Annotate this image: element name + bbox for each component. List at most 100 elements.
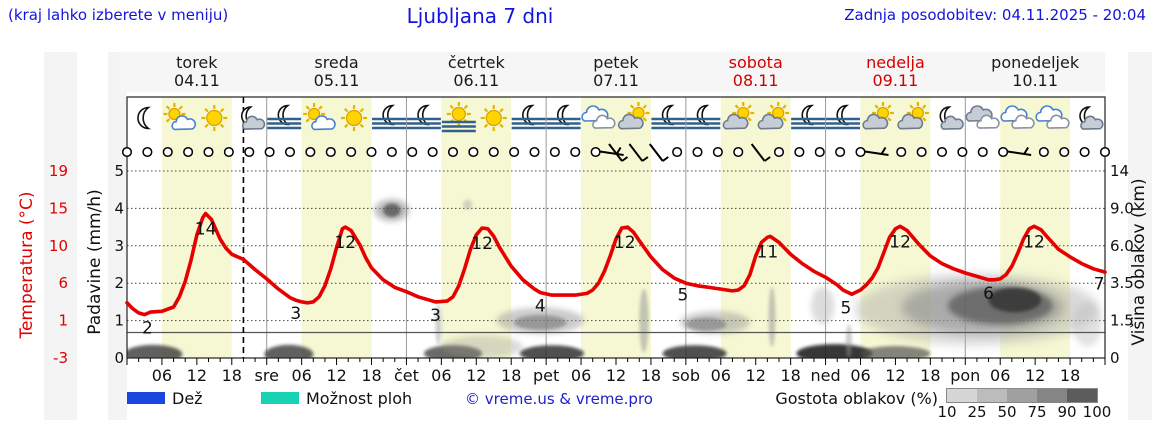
wind-calm — [916, 146, 927, 158]
wind-calm — [896, 146, 907, 158]
wind-calm — [1038, 146, 1049, 158]
svg-text:06: 06 — [152, 366, 172, 385]
copyright-link[interactable]: © vreme.us & vreme.pro — [465, 390, 653, 408]
density-swatch — [1067, 389, 1097, 402]
wind-calm — [1059, 146, 1070, 158]
day-date: 04.11 — [173, 71, 220, 90]
sun-fog-icon — [441, 102, 476, 133]
wind-calm — [264, 146, 275, 158]
density-tick-label: 90 — [1057, 403, 1077, 421]
day-name: nedelja — [866, 53, 925, 72]
svg-text:9.0: 9.0 — [1110, 199, 1134, 217]
day-header-ponedeljek: ponedeljek 10.11 — [965, 54, 1105, 92]
wind-calm — [142, 146, 153, 158]
clouds-icon — [581, 105, 616, 129]
svg-text:sob: sob — [672, 366, 700, 385]
wind-calm — [407, 146, 418, 158]
svg-text:3: 3 — [430, 306, 441, 326]
svg-text:18: 18 — [1060, 366, 1080, 385]
density-tick-label: 75 — [1027, 403, 1047, 421]
precip-axis-ticks: 5 4 3 2 1 0 — [114, 162, 124, 367]
density-tick-label: 50 — [997, 403, 1017, 421]
wind-calm — [936, 146, 948, 158]
day-header-torek: torek 04.11 — [127, 54, 267, 92]
svg-text:4: 4 — [535, 297, 546, 317]
svg-text:5: 5 — [678, 286, 689, 306]
temperature-value-labels: 14 12 12 12 11 12 12 2 3 3 4 5 5 6 7 — [142, 220, 1105, 339]
svg-text:1: 1 — [58, 312, 68, 330]
day-header-band — [120, 52, 1105, 92]
svg-text:18: 18 — [222, 366, 242, 385]
svg-text:5: 5 — [114, 162, 124, 180]
wind-calm — [162, 146, 173, 158]
day-name: petek — [593, 53, 639, 72]
wind-calm — [346, 146, 357, 158]
svg-text:06: 06 — [711, 366, 731, 385]
moon-fog-icon — [791, 104, 826, 130]
density-tick-label: 100 — [1082, 403, 1112, 421]
svg-text:pet: pet — [533, 366, 559, 385]
showers-legend-swatch — [261, 392, 299, 404]
svg-text:06: 06 — [990, 366, 1010, 385]
svg-text:12: 12 — [1023, 232, 1045, 252]
svg-text:12: 12 — [606, 366, 626, 385]
density-swatch — [977, 389, 1007, 402]
sun-cloud-icon — [163, 103, 197, 131]
sun-icon — [480, 105, 507, 131]
svg-text:12: 12 — [889, 232, 911, 252]
svg-text:2: 2 — [114, 274, 124, 292]
temperature-curve — [125, 211, 1107, 317]
sun-cloud-gray-icon — [897, 102, 929, 130]
day-name: sobota — [728, 53, 783, 72]
svg-text:0: 0 — [114, 349, 124, 367]
svg-text:sre: sre — [255, 366, 279, 385]
svg-text:0: 0 — [1110, 349, 1120, 367]
sun-cloud-gray-icon — [757, 102, 790, 130]
wind-calm — [1099, 146, 1111, 158]
svg-text:12: 12 — [334, 233, 356, 253]
wind-barb-diag — [648, 143, 669, 162]
svg-text:5: 5 — [841, 298, 852, 318]
rain-legend-swatch — [127, 392, 165, 404]
svg-text:pon: pon — [950, 366, 980, 385]
wind-calm — [223, 146, 234, 158]
moon-fog-icon — [546, 104, 581, 130]
sun-cloud-gray-icon — [862, 102, 894, 130]
sun-cloud-icon — [303, 103, 336, 131]
moon-cloud-icon — [1079, 106, 1104, 130]
day-date: 08.11 — [732, 71, 779, 90]
showers-legend-label: Možnost ploh — [306, 389, 413, 408]
svg-text:18: 18 — [780, 366, 800, 385]
wind-calm — [121, 146, 133, 158]
moon-fog-icon — [686, 104, 721, 130]
day-date: 09.11 — [872, 71, 919, 90]
wind-calm — [427, 146, 438, 158]
svg-text:1: 1 — [114, 312, 124, 330]
wind-calm — [977, 146, 988, 158]
wind-calm — [325, 146, 336, 158]
rain-legend-label: Dež — [172, 389, 203, 408]
moon-fog-icon — [267, 104, 302, 130]
svg-text:čet: čet — [394, 366, 419, 385]
moon-cloud-icon — [240, 106, 266, 130]
day-date: 10.11 — [1012, 71, 1059, 90]
svg-text:7: 7 — [1094, 274, 1105, 294]
temp-axis-ticks: 19 15 10 6 1 -3 — [49, 162, 68, 367]
wind-calm — [1079, 146, 1090, 158]
wind-calm — [712, 146, 723, 158]
moon-cloud-icon — [939, 106, 964, 130]
wind-calm — [203, 146, 214, 158]
svg-text:12: 12 — [326, 366, 346, 385]
sun-icon — [201, 105, 228, 131]
svg-text:12: 12 — [187, 366, 207, 385]
day-name: ponedeljek — [991, 53, 1080, 72]
wind-calm — [183, 146, 194, 158]
wind-calm — [284, 146, 296, 158]
svg-text:-3: -3 — [53, 349, 68, 367]
svg-text:ned: ned — [811, 366, 841, 385]
svg-text:12: 12 — [746, 366, 766, 385]
wind-barb-diag — [750, 143, 771, 162]
density-tick-label: 25 — [967, 403, 987, 421]
